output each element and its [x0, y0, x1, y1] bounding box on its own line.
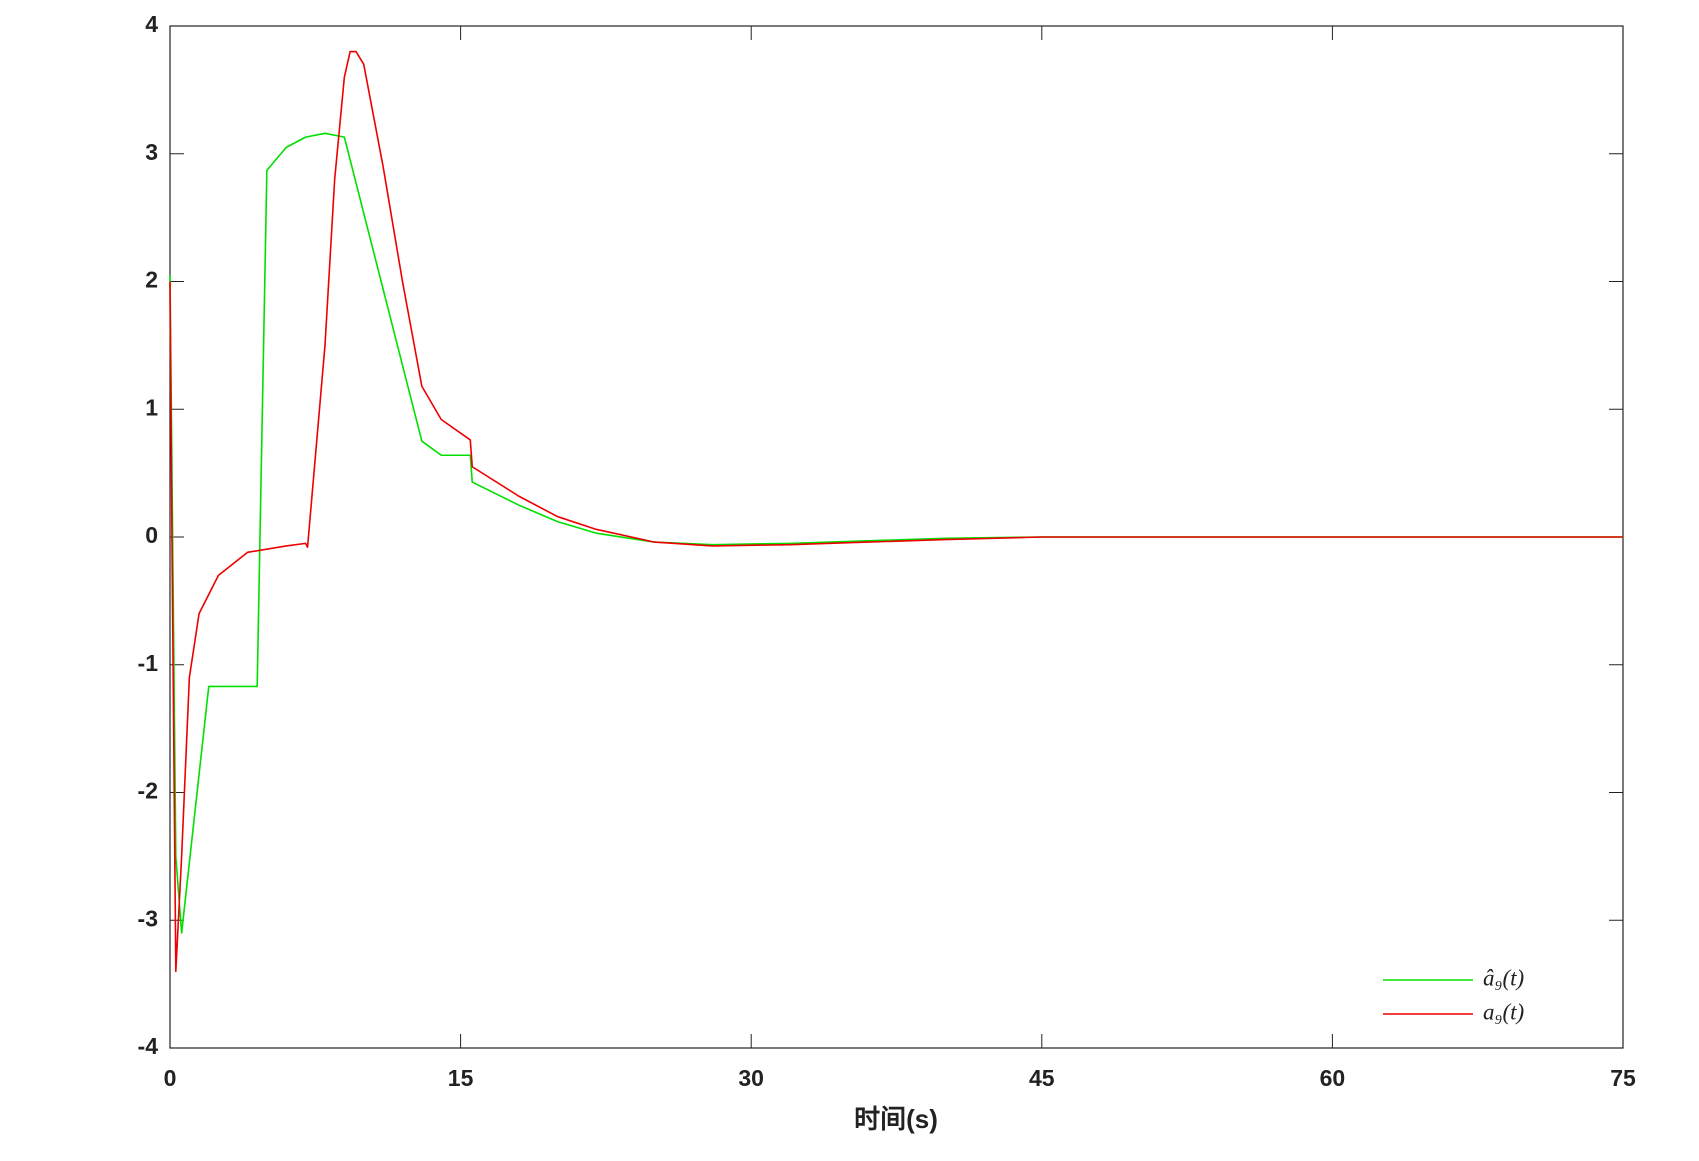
y-tick-label: -4 [138, 1033, 159, 1059]
y-tick-label: 0 [145, 522, 158, 548]
x-tick-label: 60 [1320, 1065, 1346, 1091]
series-line [169, 50, 1623, 973]
y-tick-label: -3 [138, 905, 158, 931]
y-tick-label: -2 [138, 778, 158, 804]
legend-label: â₉(t) [1483, 965, 1524, 990]
y-tick-label: 2 [145, 267, 158, 293]
x-tick-label: 75 [1610, 1065, 1636, 1091]
x-tick-label: 45 [1029, 1065, 1055, 1091]
legend-label: a₉(t) [1483, 999, 1524, 1024]
y-tick-label: -1 [138, 650, 159, 676]
x-tick-label: 30 [738, 1065, 764, 1091]
y-tick-label: 3 [145, 139, 158, 165]
series-line [169, 132, 1623, 934]
x-tick-label: 15 [448, 1065, 474, 1091]
y-tick-label: 4 [145, 11, 158, 37]
x-axis-title: 时间(s) [854, 1104, 938, 1134]
y-tick-label: 1 [145, 394, 158, 420]
x-tick-label: 0 [164, 1065, 177, 1091]
